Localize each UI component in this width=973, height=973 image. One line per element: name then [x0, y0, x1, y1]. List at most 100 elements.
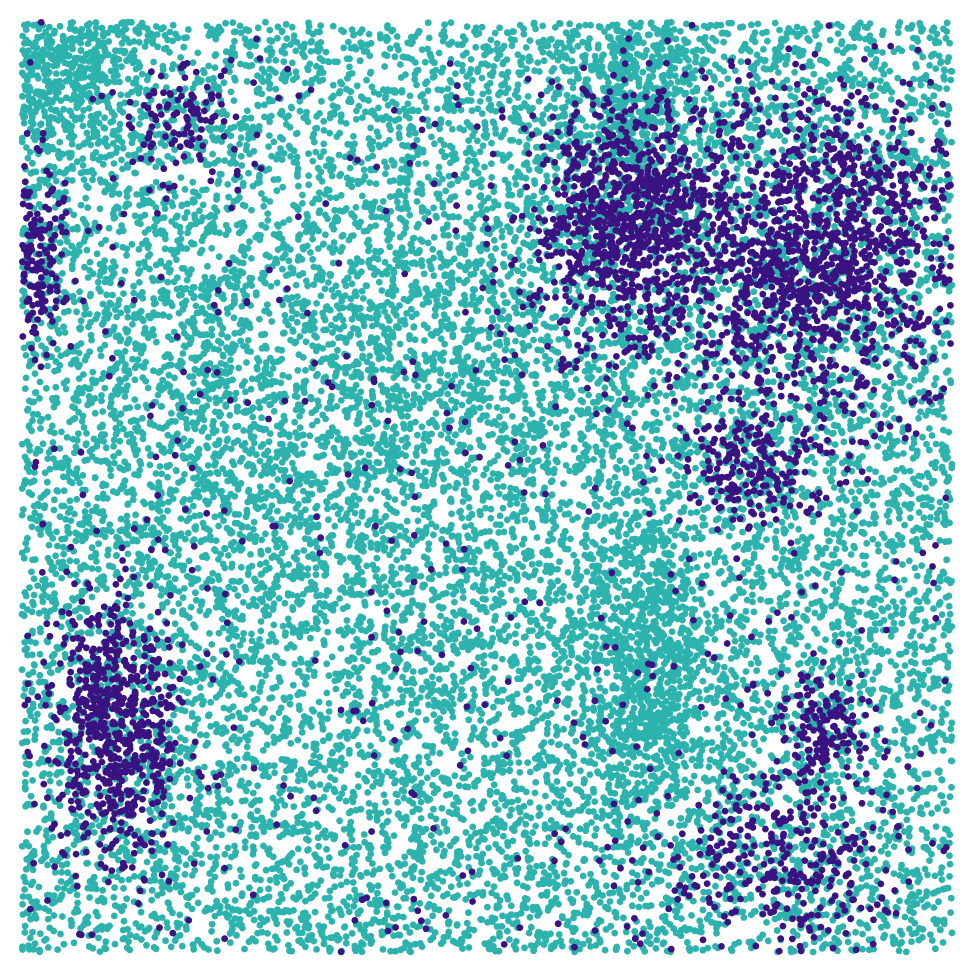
data-point	[318, 97, 325, 105]
data-point	[419, 238, 426, 245]
data-point	[707, 21, 714, 29]
data-point	[421, 742, 429, 749]
data-point	[79, 122, 87, 130]
data-point	[380, 791, 388, 799]
data-point	[127, 418, 135, 425]
data-point	[417, 798, 425, 806]
data-point	[198, 860, 206, 867]
data-point	[545, 803, 552, 811]
data-point	[80, 424, 88, 431]
data-point	[484, 903, 491, 911]
data-point	[150, 865, 157, 873]
data-point	[236, 458, 244, 465]
data-point	[705, 888, 713, 896]
data-point	[396, 340, 404, 348]
data-point	[465, 909, 472, 917]
data-point	[213, 937, 221, 945]
data-point	[187, 603, 195, 611]
data-point	[18, 511, 26, 519]
data-point	[839, 518, 847, 526]
data-point	[667, 819, 675, 827]
data-point	[834, 623, 842, 631]
data-point	[248, 630, 255, 638]
data-point	[542, 792, 549, 800]
data-point	[869, 501, 877, 509]
data-point	[539, 415, 546, 423]
data-point	[445, 289, 453, 297]
data-point	[939, 747, 947, 754]
data-point	[284, 591, 292, 599]
data-point	[504, 68, 512, 76]
data-point	[147, 613, 155, 621]
data-point	[66, 557, 74, 565]
data-point	[160, 214, 168, 222]
data-point	[677, 815, 685, 822]
data-point	[93, 558, 100, 565]
data-point	[246, 238, 253, 246]
data-point	[540, 748, 547, 756]
data-point	[337, 767, 345, 774]
data-point	[490, 188, 498, 196]
data-point	[537, 576, 544, 584]
data-point	[515, 138, 523, 146]
data-point	[561, 680, 569, 688]
data-point	[118, 63, 125, 71]
data-point	[236, 866, 244, 874]
data-point	[605, 478, 613, 485]
data-point	[494, 754, 501, 762]
data-point	[643, 889, 650, 897]
data-point	[520, 634, 528, 641]
data-point	[885, 518, 893, 526]
data-point	[767, 767, 775, 774]
data-point	[546, 530, 554, 538]
data-point	[571, 709, 578, 717]
data-point	[340, 898, 348, 906]
data-point	[113, 144, 121, 152]
data-point	[309, 235, 316, 243]
data-point	[344, 624, 351, 631]
data-point	[453, 233, 461, 240]
data-point	[587, 870, 594, 878]
data-point	[897, 788, 905, 795]
data-point	[533, 840, 541, 847]
data-point	[237, 152, 245, 160]
data-point	[262, 672, 269, 679]
data-point	[496, 24, 503, 32]
data-point	[115, 228, 123, 236]
data-point	[520, 502, 528, 510]
data-point	[322, 785, 330, 793]
data-point	[418, 423, 426, 431]
data-point	[494, 806, 502, 813]
data-point	[467, 56, 475, 63]
data-point	[406, 114, 413, 122]
data-point	[290, 803, 298, 810]
data-point	[763, 536, 770, 543]
data-point	[544, 333, 551, 340]
data-point	[906, 382, 913, 390]
data-point	[59, 270, 66, 277]
data-point	[776, 132, 784, 140]
data-point	[901, 521, 908, 529]
data-point	[291, 660, 299, 668]
data-point	[216, 909, 224, 917]
data-point	[797, 573, 804, 581]
data-point	[430, 204, 437, 212]
data-point	[944, 699, 952, 707]
data-point	[867, 800, 874, 808]
data-point	[925, 425, 933, 432]
data-point	[577, 767, 584, 775]
data-point	[250, 697, 258, 704]
data-point	[218, 831, 226, 839]
data-point	[229, 643, 237, 651]
data-point	[522, 399, 529, 407]
data-point	[605, 483, 613, 491]
data-point	[931, 872, 939, 880]
data-point	[120, 290, 127, 297]
data-point	[289, 459, 296, 467]
data-point	[451, 598, 458, 606]
data-point	[129, 610, 136, 617]
data-point	[188, 815, 196, 823]
data-point	[164, 924, 171, 931]
data-point	[319, 737, 327, 745]
data-point	[588, 309, 595, 317]
